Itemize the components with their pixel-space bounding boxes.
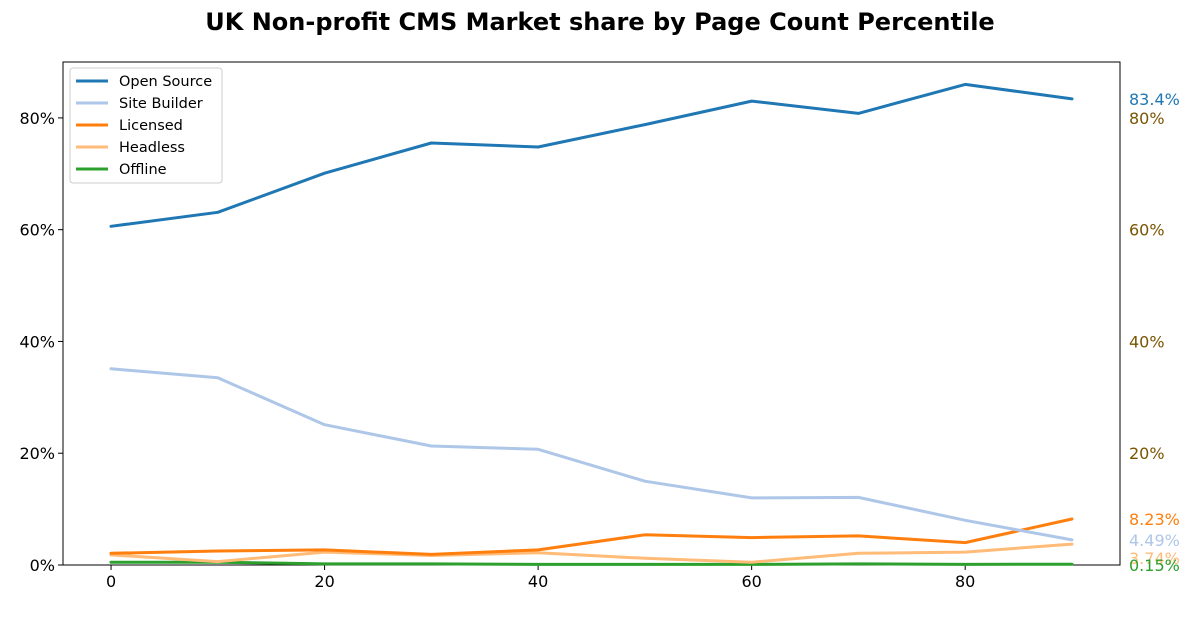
right-y-tick-label: 60% (1129, 221, 1165, 240)
legend: Open Source Site Builder Licensed Headless O… (69, 67, 223, 184)
x-tick-label: 60 (741, 572, 761, 591)
series-lines (109, 82, 1074, 566)
series-line-offline (109, 560, 1074, 566)
series-line-open-source (109, 82, 1074, 228)
legend-label: Site Builder (119, 96, 203, 112)
chart-title: UK Non-profit CMS Market share by Page C… (205, 8, 995, 36)
legend-box (69, 67, 223, 184)
legend-label: Open Source (119, 74, 212, 90)
end-label-licensed: 8.23% (1129, 510, 1180, 529)
x-tick-label: 40 (528, 572, 548, 591)
y-tick-label: 20% (19, 444, 55, 463)
y-tick-label: 0% (30, 556, 55, 575)
y-tick-label: 40% (19, 332, 55, 351)
x-tick-label: 20 (314, 572, 334, 591)
series-line-site-builder (109, 367, 1074, 542)
left-y-axis: 0% 20% 40% 60% 80% (19, 109, 63, 575)
end-label-offline: 0.15% (1129, 556, 1180, 575)
x-tick-label: 0 (106, 572, 116, 591)
y-tick-label: 60% (19, 221, 55, 240)
x-axis: 0 20 40 60 80 (106, 565, 975, 591)
right-y-axis: 20% 40% 60% 80% (1129, 109, 1165, 463)
series-line-headless (109, 542, 1074, 564)
right-y-tick-label: 20% (1129, 444, 1165, 463)
end-label-site-builder: 4.49% (1129, 531, 1180, 550)
end-label-headless: 3.74% (1129, 549, 1180, 568)
legend-label: Licensed (119, 118, 183, 134)
end-label-open-source: 83.4% (1129, 90, 1180, 109)
legend-label: Headless (119, 140, 185, 156)
x-tick-label: 80 (955, 572, 975, 591)
legend-label: Offline (119, 162, 167, 178)
right-y-tick-label: 80% (1129, 109, 1165, 128)
series-line-licensed (109, 517, 1074, 556)
end-labels: 83.4% 8.23% 4.49%3.74%0.15% (1129, 90, 1180, 575)
y-tick-label: 80% (19, 109, 55, 128)
right-y-tick-label: 40% (1129, 332, 1165, 351)
